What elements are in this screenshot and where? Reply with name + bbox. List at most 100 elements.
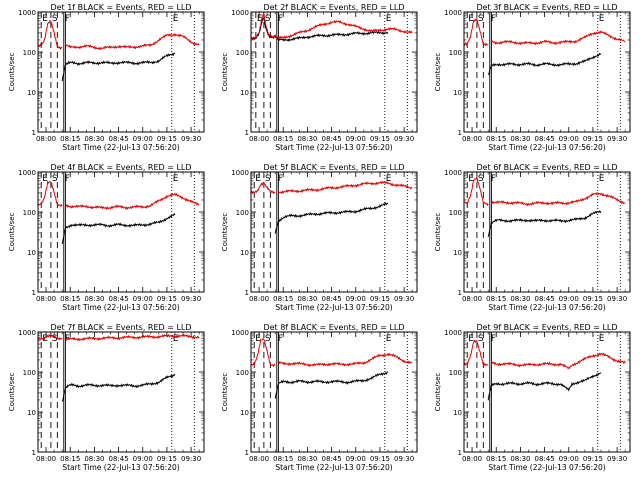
event-marker-label: F [65,174,70,184]
x-tick-label: 08:15 [60,295,80,303]
x-tick-label: 08:30 [510,295,530,303]
x-axis-label: Start Time (22-Jul-13 07:56:20) [62,303,179,312]
y-tick-label: 100 [449,369,462,377]
plot-frame [37,171,205,293]
plot-frame [250,171,418,293]
event-marker-label: S [265,334,271,344]
detector-panel-6: Det 6f BLACK = Events, RED = LLD Counts/s… [434,163,631,312]
x-axis-label: Start Time (22-Jul-13 07:56:20) [488,143,605,152]
y-tick-label: 10 [240,409,249,417]
series-line-lld [250,337,276,368]
event-marker-label: F [65,14,70,24]
event-marker-label: E [468,334,474,344]
event-marker-label: S [478,14,484,24]
x-tick-label: 09:00 [559,455,579,463]
y-tick-label: 1 [458,129,462,137]
detector-panel-1: Det 1f BLACK = Events, RED = LLD Counts/s… [8,3,205,152]
x-tick-label: 09:00 [346,455,366,463]
x-tick-label: 09:30 [181,295,201,303]
y-tick-label: 100 [23,49,36,57]
x-tick-label: 09:00 [559,135,579,143]
x-tick-label: 08:45 [108,455,128,463]
x-tick-label: 08:45 [534,135,554,143]
x-tick-label: 08:45 [108,295,128,303]
series-line-events [487,52,602,76]
event-marker-label: E [599,334,605,344]
event-marker-label: E [255,174,261,184]
event-marker-label: F [491,14,496,24]
x-tick-label: 08:45 [321,455,341,463]
x-tick-label: 09:30 [181,455,201,463]
y-tick-label: 10 [453,89,462,97]
x-tick-label: 09:30 [607,295,627,303]
y-tick-label: 1 [245,449,249,457]
x-tick-label: 09:30 [181,135,201,143]
y-tick-label: 1000 [231,9,249,17]
detector-panel-7: Det 7f BLACK = Events, RED = LLD Counts/s… [8,323,205,472]
y-tick-label: 100 [23,209,36,217]
y-tick-label: 1000 [231,169,249,177]
series-line-lld [37,180,63,207]
panel-title: Det 2f BLACK = Events, RED = LLD [263,3,404,12]
x-tick-label: 08:30 [297,295,317,303]
panel-title: Det 7f BLACK = Events, RED = LLD [50,323,191,332]
y-tick-label: 10 [240,89,249,97]
event-marker-label: E [42,334,48,344]
event-marker-label: E [255,334,261,344]
x-tick-label: 09:15 [583,135,603,143]
series-line-lld [463,17,489,47]
panel-title: Det 6f BLACK = Events, RED = LLD [476,163,617,172]
x-tick-label: 09:15 [157,455,177,463]
series-line-events [487,210,602,237]
x-tick-label: 09:15 [370,135,390,143]
y-tick-label: 100 [23,369,36,377]
panel-title: Det 8f BLACK = Events, RED = LLD [263,323,404,332]
event-marker-label: E [599,14,605,24]
series-line-events [274,371,389,399]
series-line-lld [64,32,200,51]
y-axis-label: Counts/sec [8,373,16,412]
y-tick-label: 1 [245,129,249,137]
x-tick-label: 08:45 [321,135,341,143]
series-line-events [274,202,389,234]
x-tick-label: 08:30 [84,455,104,463]
event-marker-label: S [265,174,271,184]
y-tick-label: 1 [32,449,36,457]
y-tick-label: 10 [27,89,36,97]
y-tick-label: 1000 [444,329,462,337]
x-tick-label: 09:00 [133,295,153,303]
x-tick-label: 08:00 [249,135,269,143]
x-tick-label: 09:30 [607,135,627,143]
x-tick-label: 08:45 [534,295,554,303]
y-tick-label: 10 [240,249,249,257]
panel-title: Det 3f BLACK = Events, RED = LLD [476,3,617,12]
detector-panel-5: Det 5f BLACK = Events, RED = LLD Counts/s… [221,163,418,312]
x-tick-label: 08:00 [462,135,482,143]
y-axis-label: Counts/sec [221,213,229,252]
x-tick-label: 08:15 [60,135,80,143]
x-tick-label: 08:30 [510,135,530,143]
event-marker-label: F [278,334,283,344]
x-tick-label: 08:15 [486,295,506,303]
event-marker-label: S [478,334,484,344]
event-marker-label: S [52,174,58,184]
x-tick-label: 08:15 [273,455,293,463]
x-axis-label: Start Time (22-Jul-13 07:56:20) [62,463,179,472]
y-tick-label: 1000 [444,169,462,177]
x-tick-label: 08:00 [462,295,482,303]
x-tick-label: 08:30 [84,135,104,143]
x-tick-label: 09:00 [133,135,153,143]
plot-frame [463,171,631,293]
event-marker-label: S [478,174,484,184]
x-tick-label: 08:15 [486,135,506,143]
y-axis-label: Counts/sec [434,213,442,252]
x-tick-label: 08:45 [534,455,554,463]
event-marker-label: F [278,174,283,184]
series-line-events [61,212,176,245]
panel-title: Det 1f BLACK = Events, RED = LLD [50,3,191,12]
event-marker-label: E [386,174,392,184]
y-tick-label: 1 [458,289,462,297]
event-marker-label: F [491,334,496,344]
y-tick-label: 100 [449,209,462,217]
